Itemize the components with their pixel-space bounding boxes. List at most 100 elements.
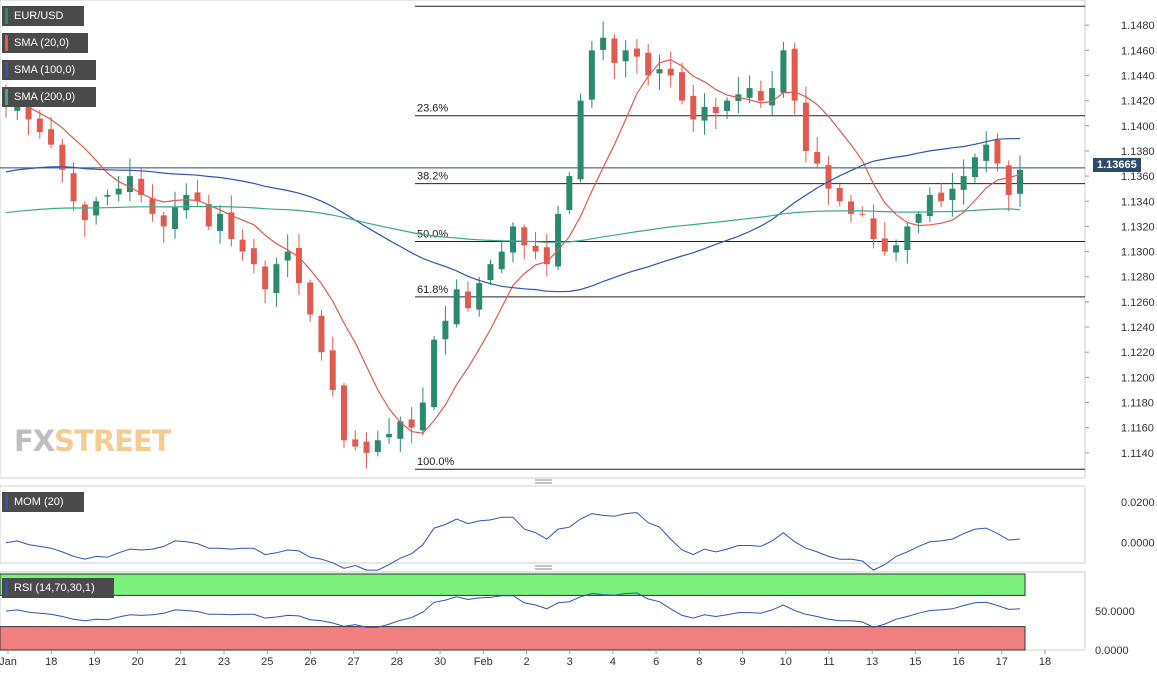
mom-tick-label: 0.0200 (1121, 497, 1155, 509)
candle-body (701, 106, 708, 121)
price-tick-label: 1.1480 (1121, 20, 1155, 32)
x-tick-label: 28 (391, 656, 403, 668)
x-tick-label: Feb (474, 656, 493, 668)
x-tick-label: 16 (952, 656, 964, 668)
candle-body (160, 215, 167, 227)
candle-body (126, 176, 133, 193)
candle-body (307, 282, 314, 315)
fib-level-label: 50.0% (417, 229, 448, 241)
sma200-label: SMA (200,0) (14, 91, 76, 103)
candle-body (555, 213, 562, 267)
x-tick-label: 26 (304, 656, 316, 668)
x-tick-label: 3 (567, 656, 573, 668)
price-tick-label: 1.1240 (1121, 322, 1155, 334)
mom-pane (0, 485, 1086, 564)
symbol-legend[interactable]: EUR/USD (2, 6, 84, 26)
candle-body (667, 68, 674, 76)
mom-tick-label: 0.0000 (1121, 538, 1155, 550)
price-tick-label: 1.1260 (1121, 297, 1155, 309)
price-tick-label: 1.1320 (1121, 221, 1155, 233)
candle-body (36, 118, 43, 133)
candle-body (915, 213, 922, 223)
candle-body (431, 339, 438, 408)
price-tick-label: 1.1140 (1121, 448, 1154, 460)
x-tick-label: 23 (218, 656, 230, 668)
x-tick-label: 25 (261, 656, 273, 668)
candle-body (577, 100, 584, 180)
candle-body (802, 102, 809, 151)
sma20-legend[interactable]: SMA (20,0) (2, 33, 88, 53)
candle-body (611, 38, 618, 63)
candle-body (724, 100, 731, 111)
watermark-street: STREET (54, 424, 171, 458)
candle-body (971, 157, 978, 177)
candle-body (329, 350, 336, 390)
candle-body (138, 178, 145, 195)
candle-body (48, 129, 55, 145)
candle-body (521, 227, 528, 246)
candle-body (397, 421, 404, 439)
candle-body (679, 72, 685, 101)
sma100-legend[interactable]: SMA (100,0) (2, 60, 96, 80)
price-tick-label: 1.1380 (1121, 146, 1155, 158)
candle-body (442, 320, 449, 340)
candle-body (386, 433, 393, 438)
mom-legend[interactable]: MOM (20) (2, 492, 84, 512)
x-tick-label: 6 (653, 656, 659, 668)
rsi-tick-label: 50.0000 (1095, 606, 1135, 618)
candle-body (938, 192, 945, 202)
x-tick-label: 21 (175, 656, 187, 668)
x-tick-label: 11 (823, 656, 834, 668)
sma100-swatch (5, 62, 8, 78)
sma20-swatch (5, 35, 8, 51)
candle-body (949, 188, 956, 200)
candle-body (645, 52, 652, 76)
candle-body (250, 248, 257, 265)
price-tick-label: 1.1360 (1121, 171, 1155, 183)
sma20-label: SMA (20,0) (14, 37, 70, 49)
sma200-legend[interactable]: SMA (200,0) (2, 87, 96, 107)
mom-line (5, 512, 1021, 571)
price-tick-label: 1.1220 (1121, 347, 1155, 359)
symbol-label: EUR/USD (14, 10, 64, 22)
x-tick-label: 18 (45, 656, 57, 668)
rsi-legend[interactable]: RSI (14,70,30,1) (2, 578, 114, 598)
price-tick-label: 1.1160 (1121, 423, 1154, 435)
candle-body (295, 247, 302, 284)
price-tick-label: 1.1340 (1121, 196, 1155, 208)
candle-body (352, 439, 359, 447)
x-tick-label: 13 (866, 656, 878, 668)
candle-body (588, 50, 595, 100)
price-tick-label: 1.1180 (1121, 398, 1154, 410)
candle-body (543, 247, 550, 265)
candle-body (893, 245, 900, 253)
x-tick-label: Jan (0, 656, 17, 668)
rsi-swatch (5, 580, 8, 596)
price-tick-label: 1.1300 (1121, 247, 1155, 259)
x-tick-label: 19 (88, 656, 100, 668)
current-price-tag: 1.13665 (1093, 158, 1141, 172)
candle-body (836, 187, 843, 202)
candle-body (149, 198, 156, 214)
candle-body (205, 204, 212, 227)
candle-body (825, 165, 832, 189)
price-tick-label: 1.1280 (1121, 272, 1155, 284)
candle-body (600, 37, 607, 50)
candle-body (318, 315, 325, 353)
candle-body (510, 226, 516, 253)
candle-body (622, 50, 629, 62)
candle-body (1005, 165, 1012, 195)
candle-body (194, 192, 201, 202)
candle-body (746, 88, 753, 98)
candle-body (239, 239, 246, 252)
symbol-swatch (5, 8, 8, 24)
candle-body (476, 283, 483, 310)
candle-body (757, 91, 764, 101)
candle-body (374, 440, 381, 452)
candle-body (814, 151, 821, 164)
price-tick-label: 1.1400 (1121, 121, 1155, 133)
sma200-swatch (5, 89, 8, 105)
candle-body (926, 194, 933, 217)
candle-body (453, 289, 460, 325)
